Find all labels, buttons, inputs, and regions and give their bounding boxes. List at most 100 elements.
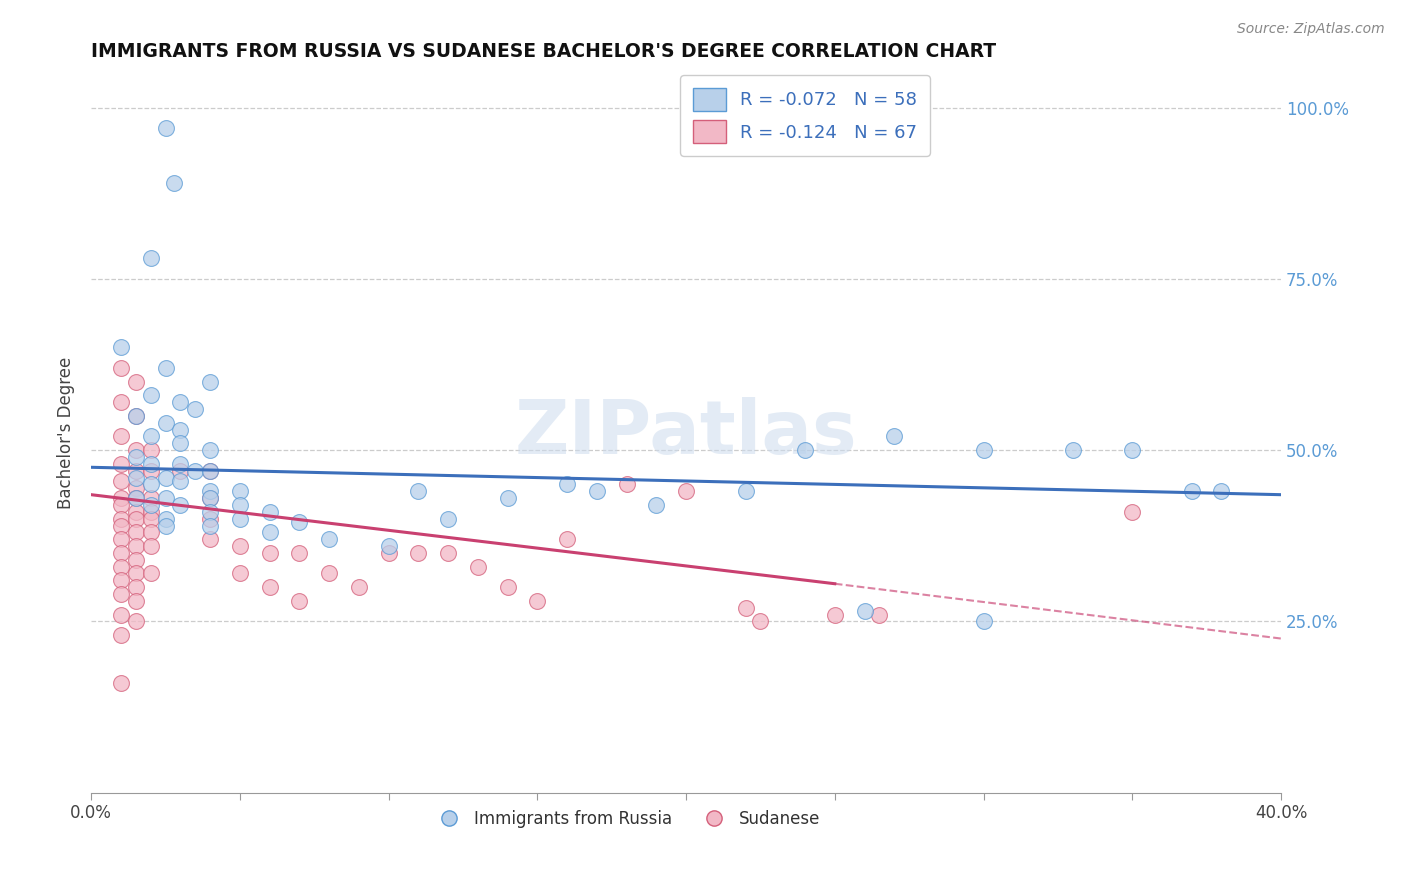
Point bbox=[125, 594, 148, 608]
Point bbox=[125, 539, 148, 553]
Point bbox=[198, 484, 221, 499]
Point bbox=[110, 457, 132, 471]
Point bbox=[198, 443, 221, 458]
Point bbox=[125, 566, 148, 581]
Point bbox=[139, 498, 162, 512]
Point bbox=[377, 539, 399, 553]
Point bbox=[110, 511, 132, 525]
Point bbox=[169, 464, 191, 478]
Text: ZIPatlas: ZIPatlas bbox=[515, 397, 858, 469]
Point bbox=[110, 474, 132, 488]
Point bbox=[139, 388, 162, 402]
Point bbox=[110, 361, 132, 376]
Point bbox=[155, 361, 177, 376]
Point bbox=[229, 511, 252, 525]
Point bbox=[139, 457, 162, 471]
Point bbox=[318, 566, 340, 581]
Point bbox=[555, 477, 578, 491]
Point bbox=[437, 546, 460, 560]
Point bbox=[110, 559, 132, 574]
Point bbox=[973, 443, 995, 458]
Point bbox=[437, 511, 460, 525]
Text: IMMIGRANTS FROM RUSSIA VS SUDANESE BACHELOR'S DEGREE CORRELATION CHART: IMMIGRANTS FROM RUSSIA VS SUDANESE BACHE… bbox=[91, 42, 997, 61]
Legend: Immigrants from Russia, Sudanese: Immigrants from Russia, Sudanese bbox=[426, 804, 827, 835]
Point bbox=[198, 511, 221, 525]
Point bbox=[377, 546, 399, 560]
Point bbox=[139, 443, 162, 458]
Point bbox=[883, 429, 905, 443]
Point bbox=[110, 498, 132, 512]
Point bbox=[125, 491, 148, 505]
Point bbox=[139, 505, 162, 519]
Point bbox=[259, 505, 281, 519]
Point bbox=[645, 498, 668, 512]
Point bbox=[155, 121, 177, 136]
Point bbox=[259, 525, 281, 540]
Point bbox=[198, 464, 221, 478]
Point bbox=[1062, 443, 1084, 458]
Point bbox=[229, 484, 252, 499]
Point bbox=[198, 375, 221, 389]
Point bbox=[110, 676, 132, 690]
Point bbox=[139, 566, 162, 581]
Point bbox=[110, 518, 132, 533]
Point bbox=[198, 532, 221, 546]
Point bbox=[110, 607, 132, 622]
Point bbox=[1121, 443, 1143, 458]
Point bbox=[184, 464, 207, 478]
Point bbox=[125, 511, 148, 525]
Point bbox=[125, 464, 148, 478]
Point bbox=[139, 429, 162, 443]
Point bbox=[139, 252, 162, 266]
Point bbox=[496, 491, 519, 505]
Point bbox=[734, 484, 756, 499]
Point bbox=[288, 515, 311, 529]
Point bbox=[408, 546, 430, 560]
Point bbox=[824, 607, 846, 622]
Point bbox=[139, 477, 162, 491]
Point bbox=[155, 416, 177, 430]
Point bbox=[229, 566, 252, 581]
Point bbox=[347, 580, 370, 594]
Point bbox=[198, 505, 221, 519]
Point bbox=[125, 491, 148, 505]
Point bbox=[555, 532, 578, 546]
Point bbox=[110, 429, 132, 443]
Point bbox=[139, 491, 162, 505]
Point bbox=[110, 532, 132, 546]
Point bbox=[675, 484, 697, 499]
Y-axis label: Bachelor's Degree: Bachelor's Degree bbox=[58, 357, 75, 509]
Point bbox=[198, 518, 221, 533]
Point bbox=[526, 594, 548, 608]
Point bbox=[125, 525, 148, 540]
Point bbox=[198, 464, 221, 478]
Point bbox=[125, 553, 148, 567]
Point bbox=[155, 518, 177, 533]
Point bbox=[163, 176, 186, 190]
Point bbox=[184, 402, 207, 417]
Point bbox=[110, 574, 132, 588]
Point bbox=[169, 498, 191, 512]
Point bbox=[169, 436, 191, 450]
Point bbox=[229, 539, 252, 553]
Point bbox=[198, 491, 221, 505]
Point bbox=[259, 546, 281, 560]
Point bbox=[155, 511, 177, 525]
Point bbox=[1181, 484, 1204, 499]
Point bbox=[125, 443, 148, 458]
Point bbox=[853, 604, 876, 618]
Point bbox=[616, 477, 638, 491]
Point bbox=[139, 464, 162, 478]
Point bbox=[155, 491, 177, 505]
Point bbox=[868, 607, 890, 622]
Point bbox=[169, 474, 191, 488]
Point bbox=[125, 375, 148, 389]
Point bbox=[229, 498, 252, 512]
Point bbox=[125, 580, 148, 594]
Point bbox=[734, 600, 756, 615]
Point bbox=[110, 587, 132, 601]
Point bbox=[125, 505, 148, 519]
Point bbox=[794, 443, 817, 458]
Point bbox=[125, 615, 148, 629]
Point bbox=[169, 395, 191, 409]
